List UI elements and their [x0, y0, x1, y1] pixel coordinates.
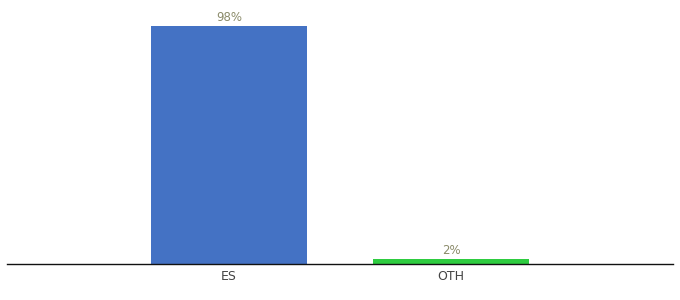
Bar — [373, 259, 529, 264]
Text: 2%: 2% — [442, 244, 460, 257]
Bar — [151, 26, 307, 264]
Text: 98%: 98% — [216, 11, 242, 24]
